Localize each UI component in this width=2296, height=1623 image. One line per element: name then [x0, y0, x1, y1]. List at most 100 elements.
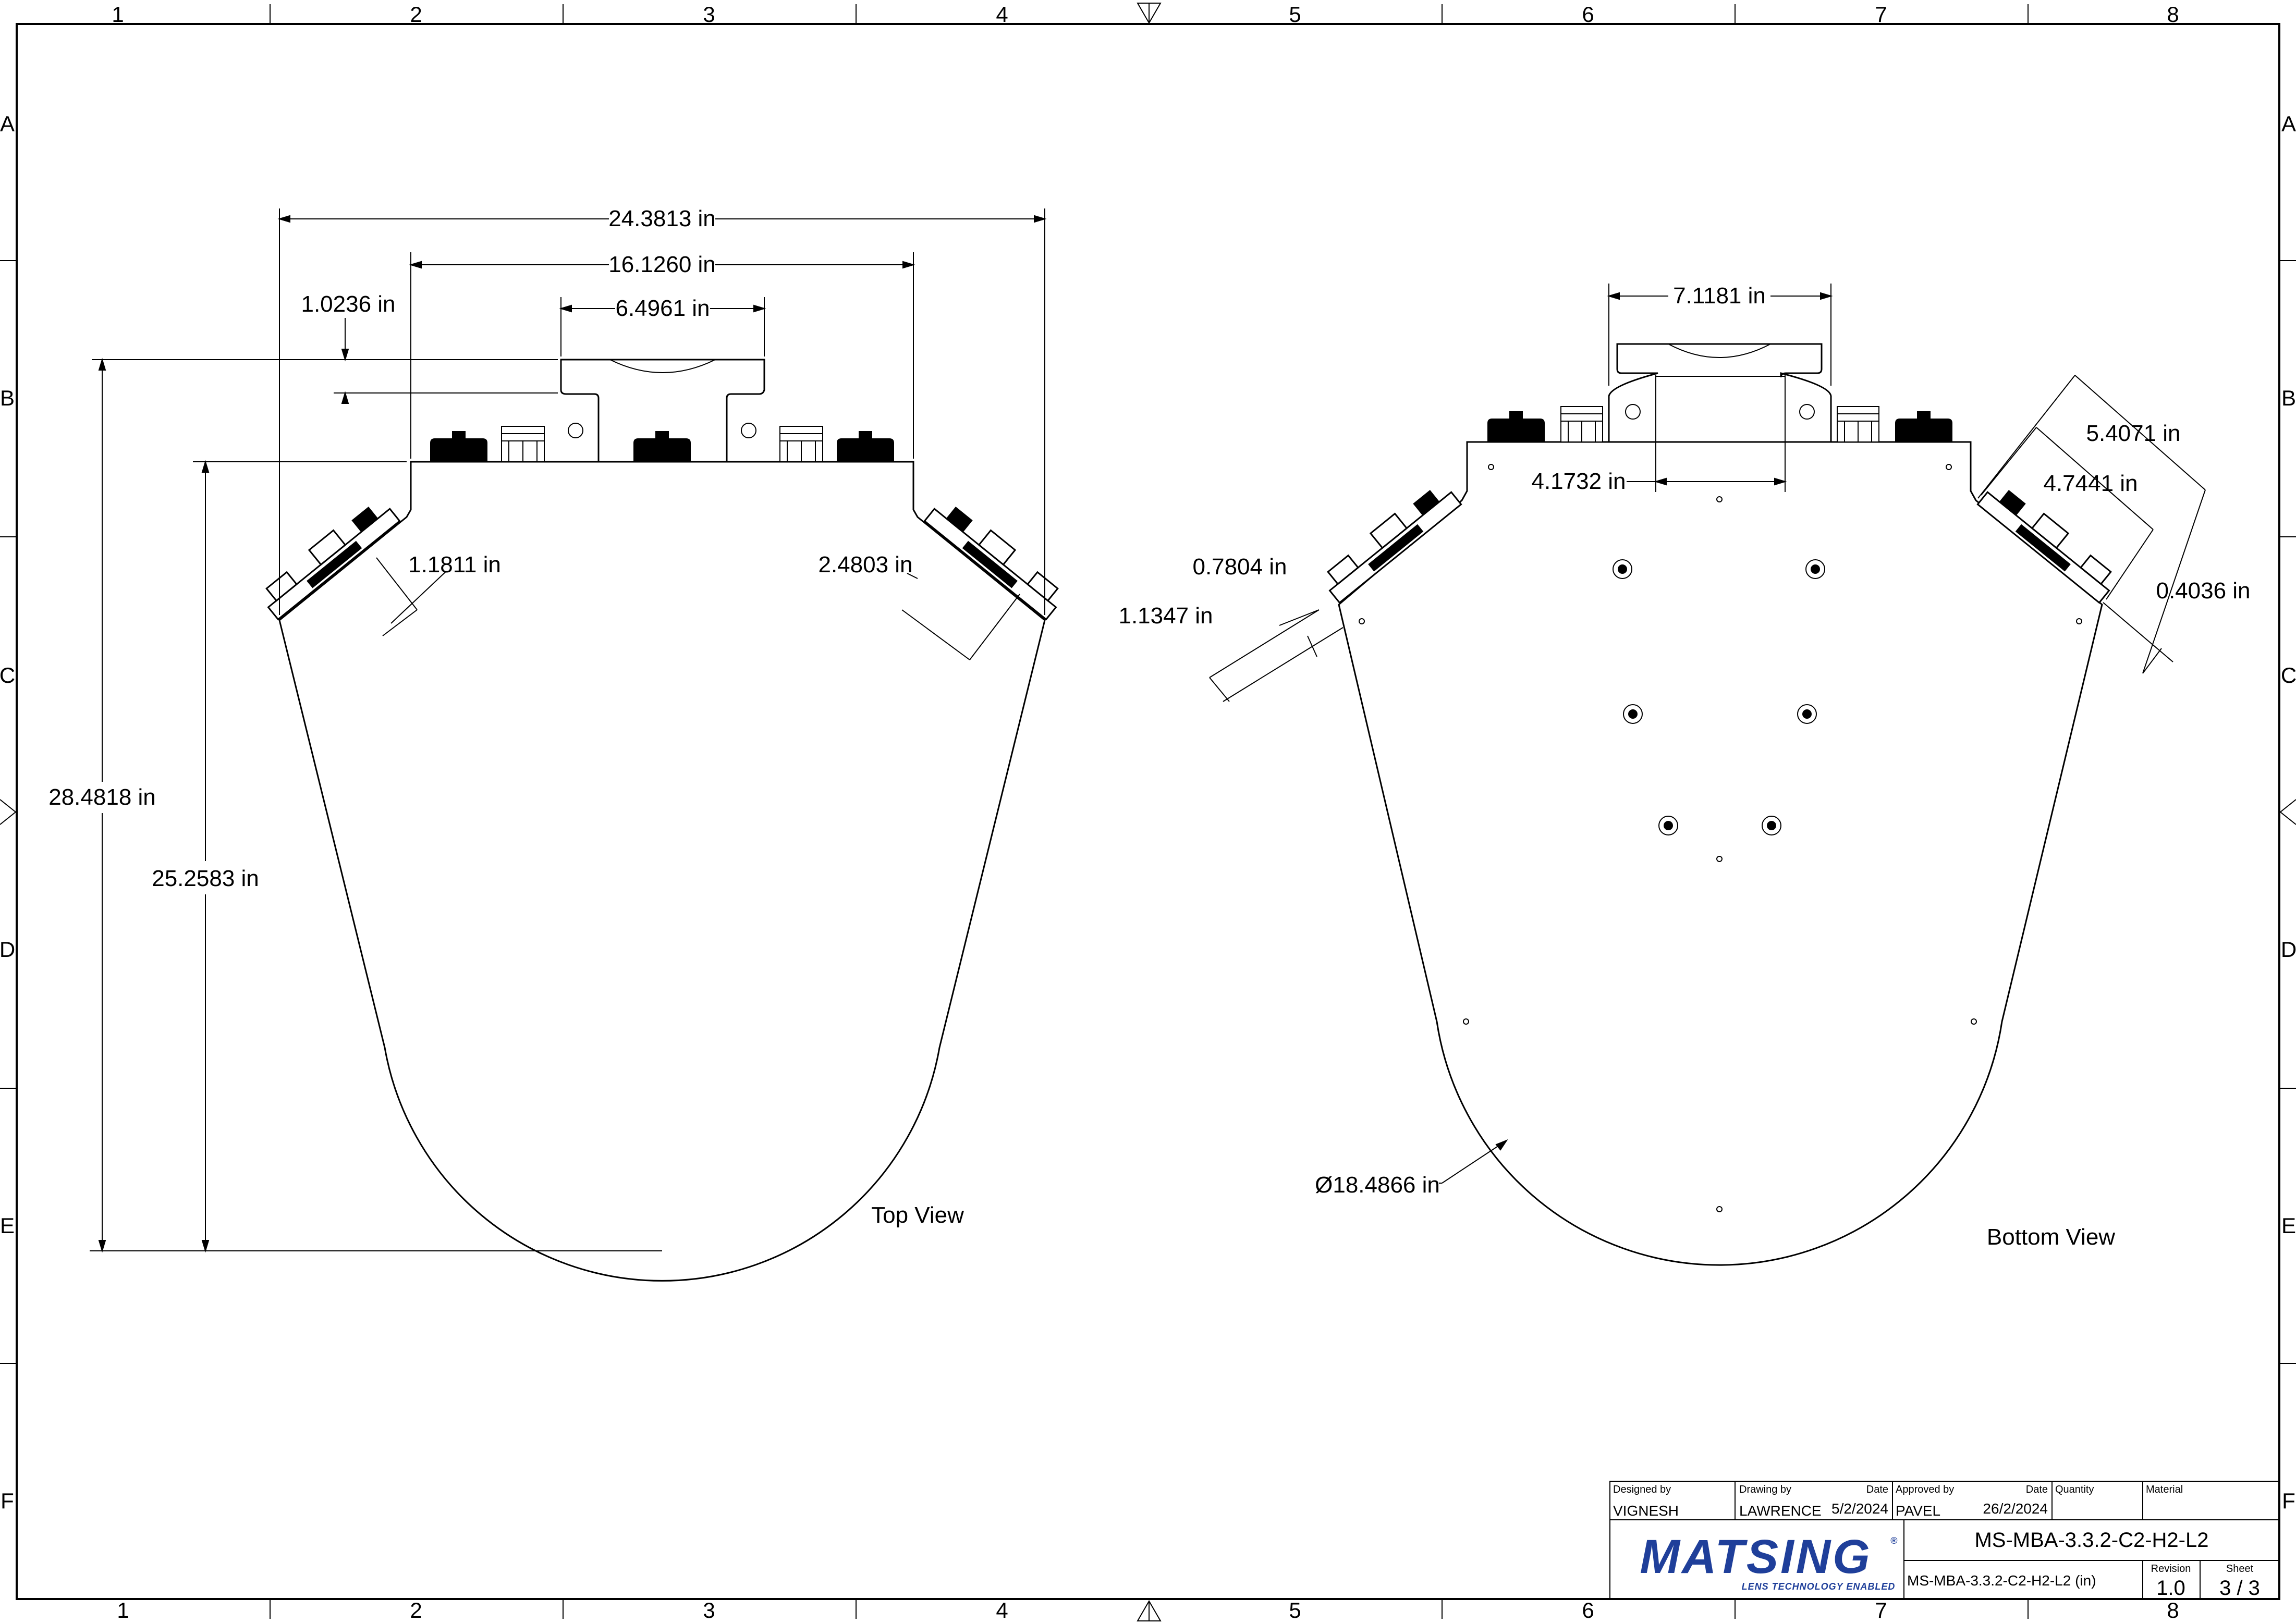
bottom-view-port-left — [1560, 406, 1603, 442]
top-view-handle-hole-left — [568, 423, 583, 438]
top-view-port-left — [501, 426, 545, 462]
center-mark-right — [2279, 799, 2296, 825]
bottom-view-mount-holes — [1613, 559, 1825, 835]
tb-drawing-by-label: Drawing by — [1739, 1484, 1791, 1495]
tb-revision-label: Revision — [2151, 1563, 2191, 1575]
dim-bottom-left-b: 1.1347 in — [1118, 603, 1213, 629]
tb-sheet: 3 / 3 — [2219, 1577, 2260, 1600]
dim-bottom-plate-width: 4.1732 in — [1531, 469, 1626, 494]
zone-row-a-right: A — [2281, 112, 2296, 136]
zone-col-2-top: 2 — [410, 2, 422, 27]
zone-row-d-left: D — [0, 937, 15, 962]
sheet-frame — [0, 3, 2296, 1621]
dim-bottom-handle-width: 7.1181 in — [1673, 283, 1766, 309]
zone-row-f-right: F — [2282, 1489, 2295, 1513]
zone-col-5-top: 5 — [1289, 2, 1301, 27]
zone-row-e-right: E — [2281, 1213, 2296, 1238]
tb-date-2: 26/2/2024 — [1983, 1501, 2048, 1517]
bottom-view: 7.1181 in 4.1732 in 5.4071 in 4.7441 in … — [1118, 283, 2251, 1266]
zone-col-3-top: 3 — [703, 2, 715, 27]
tb-part-number-units: MS-MBA-3.3.2-C2-H2-L2 (in) — [1907, 1572, 2096, 1589]
dim-inner-width: 16.1260 in — [608, 252, 716, 277]
dim-body-height: 25.2583 in — [152, 866, 259, 891]
zone-col-1-bottom: 1 — [117, 1598, 129, 1622]
dim-handle-width: 6.4961 in — [615, 296, 710, 321]
zone-row-d-right: D — [2281, 937, 2296, 962]
bottom-view-label: Bottom View — [1987, 1224, 2115, 1250]
top-view-connector-3 — [837, 438, 894, 462]
zone-row-b-left: B — [0, 386, 15, 410]
zone-col-1-top: 1 — [112, 2, 124, 27]
bottom-view-body-outline — [1338, 441, 2103, 1266]
center-mark-left — [0, 799, 17, 825]
top-view-handle-grip — [609, 359, 716, 373]
tb-date-1: 5/2/2024 — [1831, 1501, 1888, 1517]
zone-col-7-top: 7 — [1875, 2, 1887, 27]
top-view-dimensions — [90, 208, 1045, 1251]
company-logo-registered: ® — [1890, 1535, 1898, 1546]
top-view-side-module-right — [923, 507, 1059, 621]
tb-drawing-by: LAWRENCE — [1739, 1503, 1822, 1519]
dim-side-offset: 1.1811 in — [408, 552, 501, 577]
bottom-view-connector-left — [1487, 419, 1545, 442]
tb-part-number: MS-MBA-3.3.2-C2-H2-L2 — [1974, 1529, 2208, 1552]
bottom-view-hole-right — [1799, 404, 1815, 420]
company-logo: MATSING — [1640, 1530, 1872, 1583]
bottom-view-side-module-right — [1976, 490, 2112, 604]
tb-sheet-label: Sheet — [2226, 1563, 2254, 1575]
dim-overall-height: 28.4818 in — [48, 784, 156, 810]
company-tagline: LENS TECHNOLOGY ENABLED — [1742, 1581, 1896, 1592]
tb-approved-by-label: Approved by — [1896, 1484, 1954, 1495]
dim-overall-width: 24.3813 in — [608, 206, 716, 231]
tb-date-label-1: Date — [1866, 1484, 1888, 1495]
bottom-view-connector-right — [1895, 419, 1952, 442]
zone-row-b-right: B — [2281, 386, 2296, 410]
tb-quantity-label: Quantity — [2055, 1484, 2094, 1495]
top-view-body-outline — [278, 461, 1046, 1282]
tb-approved-by: PAVEL — [1896, 1503, 1940, 1519]
center-mark-top — [1137, 3, 1162, 24]
title-block: Designed by VIGNESH Drawing by LAWRENCE … — [1609, 1481, 2280, 1600]
zone-row-e-left: E — [0, 1213, 15, 1238]
zone-col-8-bottom: 8 — [2167, 1598, 2179, 1622]
tb-date-label-2: Date — [2026, 1484, 2048, 1495]
dim-bottom-left-a: 0.7804 in — [1192, 554, 1287, 580]
tb-revision: 1.0 — [2156, 1577, 2185, 1600]
zone-col-4-bottom: 4 — [996, 1598, 1008, 1622]
zone-col-8-top: 8 — [2167, 2, 2179, 27]
dim-bottom-side-b: 4.7441 in — [2043, 471, 2138, 496]
dim-handle-height: 1.0236 in — [301, 291, 395, 317]
dim-side-depth: 2.4803 in — [818, 552, 912, 577]
zone-col-4-top: 4 — [996, 2, 1008, 27]
zone-row-c-right: C — [2281, 663, 2296, 687]
zone-row-a-left: A — [0, 112, 15, 136]
tb-designed-by-label: Designed by — [1613, 1484, 1671, 1495]
tb-designed-by: VIGNESH — [1613, 1503, 1679, 1519]
zone-col-5-bottom: 5 — [1289, 1598, 1301, 1622]
bottom-view-handle — [1608, 343, 1832, 443]
top-view-handle-hole-right — [741, 423, 756, 438]
zone-col-2-bottom: 2 — [410, 1598, 422, 1622]
bottom-view-side-module-left — [1327, 490, 1462, 604]
bottom-view-arrowheads — [1495, 292, 1833, 1151]
center-mark-bottom — [1137, 1600, 1162, 1621]
zone-col-3-bottom: 3 — [703, 1598, 715, 1622]
zone-col-7-bottom: 7 — [1875, 1598, 1887, 1622]
top-view-handle — [560, 359, 765, 463]
bottom-view-port-right — [1837, 406, 1879, 442]
dim-bottom-diameter: Ø18.4866 in — [1315, 1172, 1440, 1198]
top-view-port-right — [779, 426, 823, 462]
top-view-side-module-left — [265, 507, 401, 621]
tb-material-label: Material — [2146, 1484, 2183, 1495]
dim-bottom-side-a: 5.4071 in — [2086, 421, 2180, 446]
bottom-view-handle-grip — [1668, 343, 1771, 358]
zone-col-6-top: 6 — [1582, 2, 1594, 27]
zone-row-c-left: C — [0, 663, 15, 687]
zone-row-f-left: F — [1, 1489, 14, 1513]
top-view-connector-2 — [633, 438, 691, 462]
zone-col-6-bottom: 6 — [1582, 1598, 1594, 1622]
top-view-connector-1 — [430, 438, 487, 462]
top-view: 24.3813 in 16.1260 in 6.4961 in 1.0236 i… — [48, 206, 1059, 1282]
